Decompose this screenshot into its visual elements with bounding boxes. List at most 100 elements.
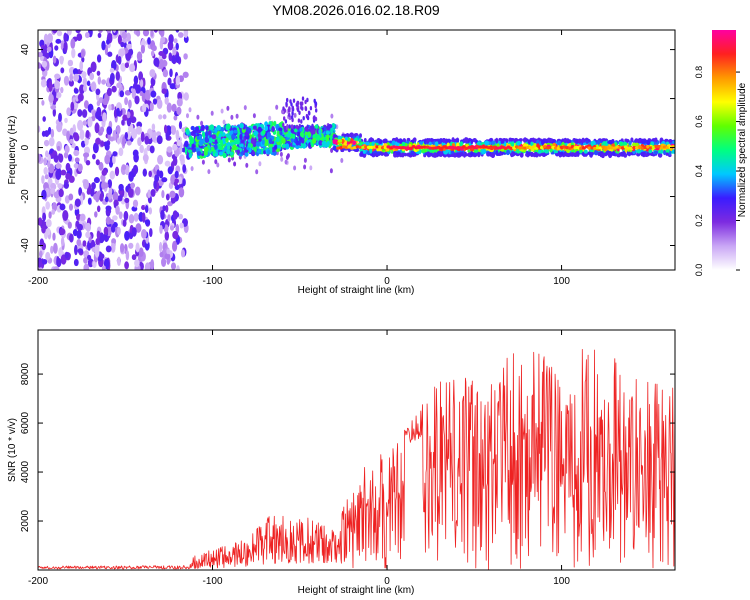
snr-y-ticks: 2000 4000 6000 8000: [20, 363, 675, 532]
heatmap-cell: [74, 198, 81, 208]
heatmap-cell: [175, 54, 180, 64]
heatmap-cell: [491, 140, 496, 145]
heatmap-cell: [225, 133, 230, 138]
heatmap-cell: [226, 145, 231, 151]
heatmap-cell: [117, 55, 122, 65]
heatmap-cell: [511, 141, 515, 147]
heatmap-cell: [122, 219, 127, 227]
heatmap-cell: [80, 140, 86, 148]
heatmap-cell: [135, 125, 142, 135]
heatmap-cell: [162, 69, 169, 78]
heatmap-cell: [159, 251, 164, 258]
heatmap-cell: [314, 124, 319, 129]
heatmap-cell: [48, 93, 54, 103]
heatmap-cell: [87, 197, 92, 205]
heatmap-cell: [168, 52, 173, 62]
heatmap-cell: [45, 201, 51, 210]
heatmap-cell: [76, 33, 83, 41]
heatmap-cell: [253, 147, 257, 152]
heatmap-cell: [470, 138, 474, 145]
snr-y-tick-label: 2000: [20, 509, 31, 532]
heatmap-cell: [486, 151, 491, 157]
heatmap-cell: [648, 149, 652, 154]
heatmap-cell: [92, 260, 97, 269]
heatmap-cell: [166, 102, 172, 113]
heatmap-cell: [86, 80, 91, 87]
heatmap-cell: [63, 32, 68, 43]
colorbar-tick-label: 0.2: [694, 214, 704, 227]
heatmap-cell: [235, 113, 239, 119]
heatmap-cell: [109, 219, 115, 225]
heatmap-cell: [107, 32, 113, 39]
heatmap-cell: [285, 155, 289, 160]
heatmap-cell: [402, 138, 406, 143]
heatmap-cell: [544, 148, 549, 154]
heatmap-cell: [131, 254, 137, 261]
heatmap-cell: [76, 229, 82, 239]
heatmap-cell: [172, 46, 177, 56]
heatmap-cell: [156, 98, 163, 110]
heatmap-cell: [50, 187, 56, 195]
heatmap-cell: [111, 85, 117, 93]
heatmap-cell: [69, 73, 74, 82]
heatmap-cell: [99, 253, 105, 260]
spectrogram-x-tick-label: 100: [553, 276, 570, 287]
heatmap-cell: [45, 219, 52, 228]
colorbar-tick-label: 0.0: [694, 264, 704, 277]
heatmap-cell: [304, 106, 308, 112]
heatmap-cell: [70, 101, 75, 112]
heatmap-cell: [306, 124, 309, 129]
heatmap-cell: [63, 151, 69, 159]
heatmap-cell: [53, 242, 58, 254]
heatmap-cell: [295, 124, 299, 130]
heatmap-cell: [164, 160, 171, 167]
heatmap-cell: [69, 233, 74, 243]
heatmap-cell: [109, 67, 115, 73]
heatmap-cell: [129, 109, 134, 119]
heatmap-cell: [135, 223, 142, 233]
figure-title: YM08.2026.016.02.18.R09: [272, 2, 440, 18]
heatmap-cell: [124, 131, 129, 140]
heatmap-cell: [79, 129, 85, 141]
heatmap-cell: [300, 119, 303, 124]
heatmap-cell: [97, 32, 102, 39]
heatmap-cell: [119, 90, 125, 98]
heatmap-cell: [112, 191, 119, 201]
heatmap-cell: [48, 81, 53, 92]
heatmap-cell: [54, 73, 61, 80]
heatmap-cell: [218, 146, 223, 151]
spectrogram-x-tick-label: -200: [28, 276, 48, 287]
heatmap-cell: [162, 205, 166, 212]
heatmap-cell: [213, 144, 218, 150]
heatmap-cell: [160, 36, 166, 44]
heatmap-cell: [101, 40, 106, 51]
heatmap-cell: [95, 88, 101, 96]
heatmap-cell: [207, 130, 212, 136]
heatmap-cell: [170, 125, 177, 135]
heatmap-cell: [473, 149, 479, 153]
heatmap-cell: [581, 137, 585, 143]
heatmap-cell: [628, 140, 632, 146]
heatmap-cell: [173, 115, 178, 121]
heatmap-cell: [72, 97, 76, 104]
heatmap-cell: [574, 138, 579, 144]
heatmap-cell: [589, 151, 594, 156]
heatmap-cell: [171, 103, 177, 113]
heatmap-cell: [167, 214, 171, 222]
heatmap-cell: [646, 139, 651, 146]
heatmap-cell: [112, 151, 118, 157]
heatmap-cell: [164, 253, 171, 260]
heatmap-cell: [109, 72, 115, 82]
heatmap-cell: [56, 257, 62, 268]
heatmap-cell: [62, 210, 69, 221]
heatmap-cell: [453, 138, 458, 143]
heatmap-cell: [192, 129, 197, 135]
heatmap-cell: [79, 60, 84, 72]
heatmap-cell: [121, 31, 128, 40]
heatmap-cell: [148, 170, 153, 178]
heatmap-cell: [276, 145, 281, 149]
heatmap-cell: [48, 137, 55, 147]
heatmap-cell: [77, 248, 84, 254]
heatmap-cell: [304, 99, 307, 105]
heatmap-cell: [150, 30, 154, 37]
